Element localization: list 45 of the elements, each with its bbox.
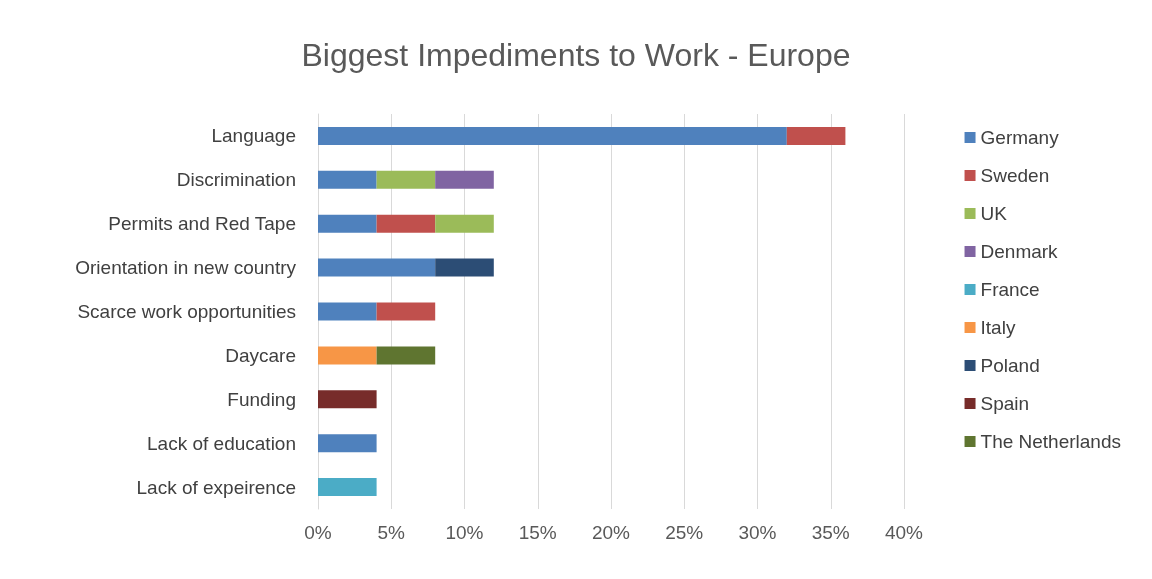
legend-label: UK — [980, 203, 1008, 224]
y-tick-label: Daycare — [225, 344, 296, 366]
bar — [318, 478, 377, 497]
bar — [318, 390, 377, 409]
legend-label: Italy — [980, 317, 1016, 338]
bar — [318, 434, 377, 453]
x-tick-label: 15% — [518, 522, 557, 543]
legend-label: Sweden — [980, 165, 1050, 186]
y-tick-label: Lack of education — [147, 432, 296, 454]
y-tick-label: Lack of expeirence — [136, 476, 296, 498]
x-tick-label: 5% — [377, 522, 406, 543]
y-tick-label: Scarce work opportunities — [77, 301, 296, 322]
bar — [376, 170, 436, 189]
y-tick-label: Discrimination — [176, 169, 296, 191]
bar — [786, 126, 846, 145]
bar — [318, 126, 787, 145]
x-tick-label: 35% — [811, 522, 850, 543]
bar — [318, 170, 377, 189]
bar — [376, 302, 436, 321]
bar — [318, 258, 436, 277]
legend-label: Spain — [980, 393, 1030, 414]
y-tick-label: Permits and Red Tape — [108, 213, 296, 235]
bar — [435, 170, 494, 189]
bar — [318, 302, 377, 321]
legend-label: Germany — [980, 127, 1060, 148]
x-tick-label: 20% — [591, 522, 631, 543]
bar — [318, 346, 377, 365]
x-tick-label: 40% — [884, 522, 924, 543]
x-tick-label: 10% — [445, 522, 484, 543]
bar — [376, 346, 436, 365]
legend-label: Denmark — [980, 241, 1059, 262]
bar — [376, 214, 436, 233]
y-tick-label: Language — [211, 125, 296, 147]
bar — [435, 214, 494, 233]
y-tick-label: Funding — [227, 388, 296, 410]
bar — [435, 258, 494, 277]
y-tick-label: Orientation in new country — [75, 257, 297, 279]
x-tick-label: 0% — [304, 522, 332, 543]
legend-label: Poland — [980, 355, 1040, 376]
x-tick-label: 25% — [665, 522, 704, 543]
legend-label: The Netherlands — [980, 431, 1121, 452]
bar — [318, 214, 377, 233]
legend-label: France — [980, 279, 1040, 300]
x-tick-label: 30% — [738, 522, 777, 543]
chart-title: Biggest Impediments to Work - Europe — [301, 37, 851, 73]
